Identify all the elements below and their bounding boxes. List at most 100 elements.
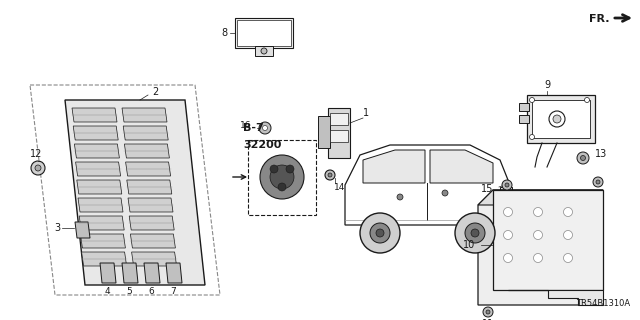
Circle shape [563, 253, 573, 262]
Circle shape [534, 207, 543, 217]
Polygon shape [77, 180, 122, 194]
Circle shape [563, 207, 573, 217]
Polygon shape [81, 234, 125, 248]
Bar [519, 103, 529, 111]
Text: 11: 11 [482, 319, 494, 320]
Circle shape [534, 230, 543, 239]
Circle shape [502, 180, 512, 190]
Circle shape [259, 122, 271, 134]
Circle shape [577, 152, 589, 164]
Circle shape [370, 223, 390, 243]
Bar [237, 20, 291, 46]
Circle shape [261, 48, 267, 54]
Polygon shape [76, 162, 120, 176]
Bar [235, 18, 293, 48]
Polygon shape [79, 216, 124, 230]
Circle shape [504, 230, 513, 239]
Circle shape [593, 177, 603, 187]
Circle shape [563, 230, 573, 239]
Polygon shape [124, 144, 170, 158]
Circle shape [534, 253, 543, 262]
Text: 1: 1 [363, 108, 369, 118]
Bar [328, 108, 350, 158]
Polygon shape [166, 263, 182, 283]
Circle shape [486, 310, 490, 314]
Text: 6: 6 [148, 286, 154, 295]
Circle shape [465, 223, 485, 243]
Circle shape [529, 134, 534, 140]
Circle shape [504, 207, 513, 217]
Circle shape [549, 111, 565, 127]
Polygon shape [73, 126, 118, 140]
Polygon shape [30, 85, 220, 295]
Circle shape [328, 173, 332, 177]
Polygon shape [129, 216, 174, 230]
Polygon shape [345, 145, 510, 225]
Polygon shape [65, 100, 205, 285]
Circle shape [278, 183, 286, 191]
Bar [248, 140, 316, 215]
Polygon shape [75, 222, 90, 238]
Text: FR.: FR. [589, 14, 610, 24]
Text: B-7: B-7 [243, 123, 264, 133]
Circle shape [483, 307, 493, 317]
Bar [519, 115, 529, 123]
Bar [330, 130, 348, 142]
Text: 10: 10 [463, 240, 475, 250]
Polygon shape [430, 150, 493, 183]
Text: 8: 8 [221, 28, 227, 38]
Circle shape [442, 190, 448, 196]
Circle shape [455, 213, 495, 253]
Circle shape [31, 161, 45, 175]
Polygon shape [123, 126, 168, 140]
Circle shape [505, 183, 509, 187]
Text: 5: 5 [126, 286, 132, 295]
Circle shape [376, 229, 384, 237]
Circle shape [360, 213, 400, 253]
Bar [500, 187, 512, 207]
Polygon shape [478, 190, 603, 205]
Text: 3: 3 [54, 223, 60, 233]
Circle shape [529, 98, 534, 102]
Bar [255, 46, 273, 56]
Text: 7: 7 [170, 286, 176, 295]
Circle shape [325, 170, 335, 180]
Polygon shape [478, 190, 603, 305]
Polygon shape [122, 263, 138, 283]
Circle shape [270, 165, 278, 173]
Circle shape [35, 165, 41, 171]
Circle shape [471, 229, 479, 237]
Polygon shape [82, 252, 127, 266]
Bar [527, 95, 595, 143]
Polygon shape [128, 198, 173, 212]
Circle shape [270, 165, 294, 189]
Text: 16: 16 [239, 122, 251, 131]
Text: 2: 2 [152, 87, 158, 97]
Circle shape [397, 194, 403, 200]
Circle shape [286, 165, 294, 173]
Circle shape [580, 156, 586, 161]
Polygon shape [125, 162, 171, 176]
Circle shape [504, 253, 513, 262]
Circle shape [584, 98, 589, 102]
Polygon shape [144, 263, 160, 283]
Text: 15: 15 [481, 184, 493, 194]
Bar [330, 113, 348, 125]
Polygon shape [72, 108, 117, 122]
Text: 4: 4 [104, 286, 110, 295]
Circle shape [553, 115, 561, 123]
Polygon shape [131, 234, 175, 248]
Bar [532, 100, 590, 138]
Polygon shape [122, 108, 167, 122]
Polygon shape [127, 180, 172, 194]
Polygon shape [100, 263, 116, 283]
Polygon shape [74, 144, 120, 158]
Polygon shape [132, 252, 177, 266]
Polygon shape [508, 290, 603, 305]
Text: 9: 9 [544, 80, 550, 90]
Polygon shape [78, 198, 123, 212]
Bar [318, 116, 330, 148]
Text: 12: 12 [30, 149, 42, 159]
Text: 32200: 32200 [243, 140, 282, 150]
Circle shape [260, 155, 304, 199]
